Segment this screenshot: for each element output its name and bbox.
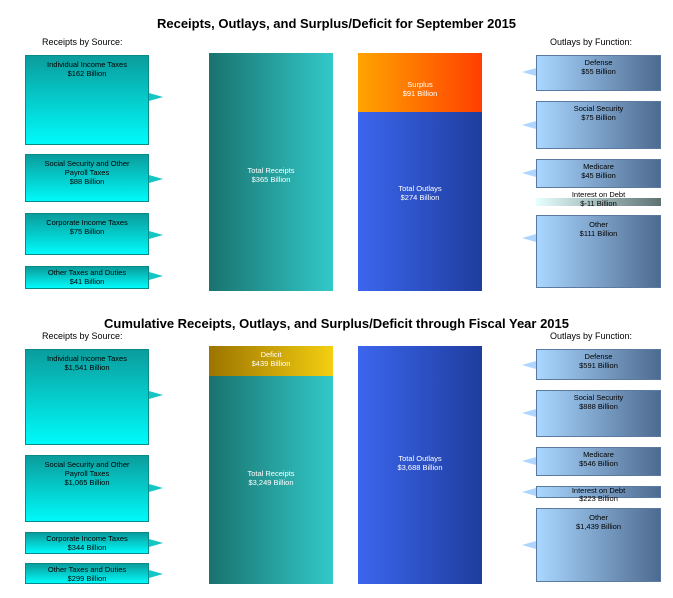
outlay-connector — [522, 169, 536, 177]
receipt-connector — [149, 231, 163, 239]
receipt-connector — [149, 570, 163, 578]
outlays-heading: Outlays by Function: — [550, 331, 633, 341]
receipt-value: $299 Billion — [67, 574, 107, 583]
total-receipts-name: Total Receipts — [247, 469, 295, 478]
outlay-connector — [522, 68, 536, 76]
outlay-label: Interest on Debt $-11 Billion — [536, 190, 661, 208]
chart-title: Cumulative Receipts, Outlays, and Surplu… — [103, 316, 570, 331]
outlay-bar: Medicare $546 Billion — [536, 447, 661, 476]
receipt-value: $41 Billion — [69, 277, 105, 286]
outlay-bar: Interest on Debt $223 Billion — [536, 486, 661, 503]
outlay-connector — [522, 361, 536, 369]
receipt-name: Individual Income Taxes — [47, 354, 127, 363]
total-outlays-bar: Total Outlays $274 Billion — [358, 112, 482, 291]
receipt-value: $88 Billion — [69, 177, 105, 186]
outlay-bar: Medicare $45 Billion — [536, 159, 661, 188]
outlay-name: Social Security — [573, 104, 624, 113]
receipt-value: $75 Billion — [69, 227, 105, 236]
outlay-value: $-11 Billion — [580, 199, 617, 208]
total-outlays-value: $274 Billion — [400, 193, 440, 202]
outlay-value: $45 Billion — [581, 171, 616, 180]
receipt-value: $162 Billion — [67, 69, 107, 78]
receipt-name: Corporate Income Taxes — [46, 218, 128, 227]
outlay-bar: Other $111 Billion — [536, 215, 661, 288]
outlay-value: $888 Billion — [579, 402, 618, 411]
outlay-bar: Defense $591 Billion — [536, 349, 661, 380]
outlay-value: $55 Billion — [581, 67, 616, 76]
receipt-connector — [149, 539, 163, 547]
deficit-value: $439 Billion — [251, 359, 291, 368]
receipt-name: Social Security and Other Payroll Taxes — [44, 460, 130, 478]
receipts-heading: Receipts by Source: — [42, 37, 123, 47]
receipt-connector — [149, 93, 163, 101]
total-outlays-value: $3,688 Billion — [397, 463, 443, 472]
receipt-name: Other Taxes and Duties — [47, 268, 127, 277]
surplus-bar: Surplus $91 Billion — [358, 53, 482, 112]
receipt-bar: Social Security and Other Payroll Taxes $… — [25, 154, 149, 202]
surplus-name: Surplus — [407, 80, 433, 89]
outlay-name: Medicare — [583, 162, 614, 171]
outlay-bar — [536, 198, 661, 206]
receipts-heading: Receipts by Source: — [42, 331, 123, 341]
outlay-value: $75 Billion — [581, 113, 616, 122]
outlay-connector — [522, 541, 536, 549]
surplus-value: $91 Billion — [402, 89, 438, 98]
receipt-bar: Social Security and Other Payroll Taxes $… — [25, 455, 149, 522]
receipt-name: Other Taxes and Duties — [47, 565, 127, 574]
outlay-bar: Social Security $888 Billion — [536, 390, 661, 437]
total-receipts-value: $365 Billion — [251, 175, 291, 184]
total-receipts-name: Total Receipts — [247, 166, 295, 175]
total-receipts-value: $3,249 Billion — [248, 478, 294, 487]
outlay-name: Defense — [584, 58, 613, 67]
total-outlays-name: Total Outlays — [398, 454, 442, 463]
receipt-connector — [149, 391, 163, 399]
outlay-name: Defense — [584, 352, 613, 361]
outlay-connector — [522, 121, 536, 129]
receipt-value: $344 Billion — [67, 543, 107, 552]
receipt-name: Social Security and Other Payroll Taxes — [44, 159, 130, 177]
receipt-bar: Other Taxes and Duties $41 Billion — [25, 266, 149, 289]
total-receipts-bar: Total Receipts $365 Billion — [209, 53, 333, 291]
receipt-connector — [149, 484, 163, 492]
receipt-bar: Corporate Income Taxes $75 Billion — [25, 213, 149, 255]
outlay-value: $591 Billion — [579, 361, 618, 370]
outlay-name: Medicare — [583, 450, 614, 459]
outlay-connector — [522, 409, 536, 417]
receipt-bar: Corporate Income Taxes $344 Billion — [25, 532, 149, 554]
receipt-name: Individual Income Taxes — [47, 60, 127, 69]
receipt-bar: Individual Income Taxes $162 Billion — [25, 55, 149, 145]
outlay-name: Interest on Debt — [571, 190, 626, 199]
outlay-connector — [522, 457, 536, 465]
outlay-name: Social Security — [573, 393, 624, 402]
total-outlays-bar: Total Outlays $3,688 Billion — [358, 346, 482, 584]
receipt-name: Corporate Income Taxes — [46, 534, 128, 543]
receipt-bar: Individual Income Taxes $1,541 Billion — [25, 349, 149, 445]
outlay-value: $111 Billion — [579, 229, 618, 238]
total-outlays-name: Total Outlays — [398, 184, 442, 193]
receipt-value: $1,541 Billion — [64, 363, 110, 372]
receipt-connector — [149, 175, 163, 183]
outlay-bar: Social Security $75 Billion — [536, 101, 661, 149]
deficit-bar: Deficit $439 Billion — [209, 346, 333, 376]
receipt-bar: Other Taxes and Duties $299 Billion — [25, 563, 149, 584]
outlay-bar: Defense $55 Billion — [536, 55, 661, 91]
outlay-connector — [522, 488, 536, 496]
outlay-value: $223 Billion — [579, 494, 618, 503]
receipt-value: $1,065 Billion — [64, 478, 110, 487]
total-receipts-bar: Total Receipts $3,249 Billion — [209, 376, 333, 584]
outlay-name: Interest on Debt — [571, 486, 626, 495]
outlay-connector — [522, 234, 536, 242]
receipt-connector — [149, 272, 163, 280]
outlay-name: Other — [589, 513, 608, 522]
chart-title: Receipts, Outlays, and Surplus/Deficit f… — [156, 16, 517, 31]
outlays-heading: Outlays by Function: — [550, 37, 633, 47]
outlay-value: $1,439 Billion — [575, 522, 622, 531]
outlay-name: Other — [589, 220, 608, 229]
outlay-value: $546 Billion — [579, 459, 618, 468]
outlay-bar: Other $1,439 Billion — [536, 508, 661, 582]
deficit-name: Deficit — [260, 350, 282, 359]
